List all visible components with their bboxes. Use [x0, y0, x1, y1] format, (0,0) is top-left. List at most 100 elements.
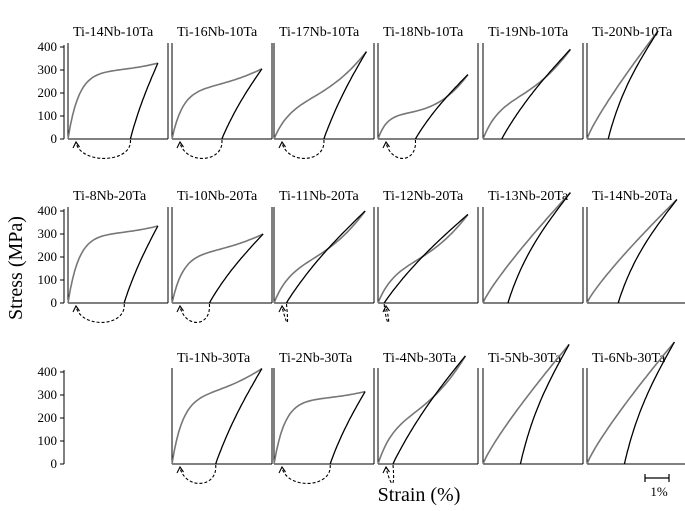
panel-14: Ti-2Nb-30Ta [273, 351, 375, 484]
panel-title: Ti-16Nb-10Ta [177, 25, 258, 40]
recovery-arrow [75, 303, 125, 323]
unloading-curve [414, 74, 469, 140]
y-axis-row-3: 0 100 200 300 400 [38, 364, 65, 471]
loading-curve [482, 343, 570, 465]
recovery-arrow [385, 139, 416, 159]
loading-curve [377, 74, 469, 140]
panel-16: Ti-5Nb-30Ta [482, 343, 584, 465]
loading-curve [377, 214, 469, 304]
panel-title: Ti-5Nb-30Ta [488, 351, 562, 366]
recovery-arrowhead [382, 140, 390, 149]
unloading-curve [329, 391, 366, 465]
panel-title: Ti-10Nb-20Ta [177, 189, 258, 204]
panels-layer: Ti-14Nb-10Ta Ti-16Nb-10Ta Ti-17Nb-10Ta Ti-1… [67, 25, 685, 484]
panel-6: Ti-20Nb-10Ta [586, 25, 685, 140]
y-tick-label: 0 [51, 131, 58, 146]
panel-1: Ti-14Nb-10Ta [67, 25, 169, 159]
y-tick-label: 300 [38, 62, 58, 77]
panel-8: Ti-10Nb-20Ta [171, 189, 273, 323]
loading-curve [171, 233, 264, 304]
panel-13: Ti-1Nb-30Ta [171, 351, 273, 484]
unloading-curve [221, 68, 263, 140]
recovery-arrowhead [72, 140, 80, 149]
recovery-arrow [281, 139, 325, 159]
unloading-curve [519, 344, 570, 465]
recovery-arrow [281, 303, 289, 323]
loading-curve [482, 192, 571, 304]
recovery-arrowhead [278, 140, 286, 149]
panel-title: Ti-2Nb-30Ta [279, 351, 353, 366]
recovery-arrow [281, 464, 331, 484]
unloading-curve [501, 48, 571, 140]
panel-11: Ti-13Nb-20Ta [482, 189, 584, 304]
unloading-curve [383, 213, 469, 304]
recovery-arrow [75, 139, 131, 159]
y-tick-label: 200 [38, 249, 58, 264]
y-tick-label: 400 [38, 364, 58, 379]
recovery-arrowhead [382, 465, 390, 474]
loading-curve [67, 225, 159, 304]
panel-3: Ti-17Nb-10Ta [273, 25, 375, 159]
y-axis-row-1: 0 100 200 300 400 [38, 39, 65, 146]
unloading-curve [129, 62, 159, 140]
panel-15: Ti-4Nb-30Ta [377, 351, 479, 484]
loading-curve [586, 30, 659, 140]
unloading-curve [323, 51, 367, 140]
recovery-arrow [179, 139, 223, 159]
panel-2: Ti-16Nb-10Ta [171, 25, 273, 159]
panel-title: Ti-8Nb-20Ta [73, 189, 147, 204]
unloading-curve [123, 225, 159, 304]
loading-curve [171, 367, 263, 465]
y-tick-label: 200 [38, 85, 58, 100]
panel-title: Ti-4Nb-30Ta [383, 351, 457, 366]
panel-title: Ti-11Nb-20Ta [279, 189, 359, 204]
unloading-curve [507, 192, 571, 304]
y-tick-label: 300 [38, 226, 58, 241]
y-tick-label: 300 [38, 387, 58, 402]
panel-title: Ti-14Nb-20Ta [592, 189, 673, 204]
panel-title: Ti-1Nb-30Ta [177, 351, 251, 366]
y-tick-label: 100 [38, 272, 58, 287]
unloading-curve [623, 341, 675, 465]
y-tick-label: 100 [38, 433, 58, 448]
loading-curve [377, 355, 467, 465]
recovery-arrowhead [382, 304, 390, 313]
panel-title: Ti-12Nb-20Ta [383, 189, 464, 204]
panel-5: Ti-19Nb-10Ta [482, 25, 584, 140]
recovery-arrow [383, 303, 390, 323]
unloading-curve [215, 368, 263, 465]
panel-title: Ti-17Nb-10Ta [279, 25, 360, 40]
recovery-arrowhead [72, 304, 80, 313]
panel-9: Ti-11Nb-20Ta [273, 189, 375, 323]
unloading-curve [208, 233, 264, 304]
panel-title: Ti-20Nb-10Ta [592, 25, 673, 40]
recovery-arrowhead [176, 304, 184, 313]
loading-curve [273, 210, 366, 304]
recovery-arrowhead [176, 465, 184, 474]
loading-curve [273, 51, 368, 140]
recovery-arrowhead [176, 140, 184, 149]
y-tick-label: 400 [38, 39, 58, 54]
unloading-curve [285, 210, 366, 304]
unloading-curve [392, 355, 466, 465]
scale-bar: 1% [644, 474, 670, 499]
loading-curve [482, 49, 572, 140]
loading-curve [273, 390, 366, 465]
recovery-arrowhead [278, 465, 286, 474]
y-axes-layer: 0 100 200 300 400 0 100 200 300 400 0 100 200 300 400 [38, 39, 65, 471]
panel-4: Ti-18Nb-10Ta [377, 25, 479, 159]
unloading-curve [617, 199, 678, 304]
x-axis-title: Strain (%) [378, 484, 461, 506]
recovery-arrowhead [278, 304, 286, 313]
panel-title: Ti-13Nb-20Ta [488, 189, 569, 204]
recovery-arrow [385, 464, 395, 484]
panel-title: Ti-14Nb-10Ta [73, 25, 154, 40]
unloading-curve [607, 30, 659, 140]
panel-17: Ti-6Nb-30Ta [586, 341, 685, 465]
panel-title: Ti-18Nb-10Ta [383, 25, 464, 40]
panel-12: Ti-14Nb-20Ta [586, 189, 685, 304]
loading-curve [171, 68, 263, 140]
y-tick-label: 0 [51, 456, 58, 471]
recovery-arrow [179, 303, 210, 323]
